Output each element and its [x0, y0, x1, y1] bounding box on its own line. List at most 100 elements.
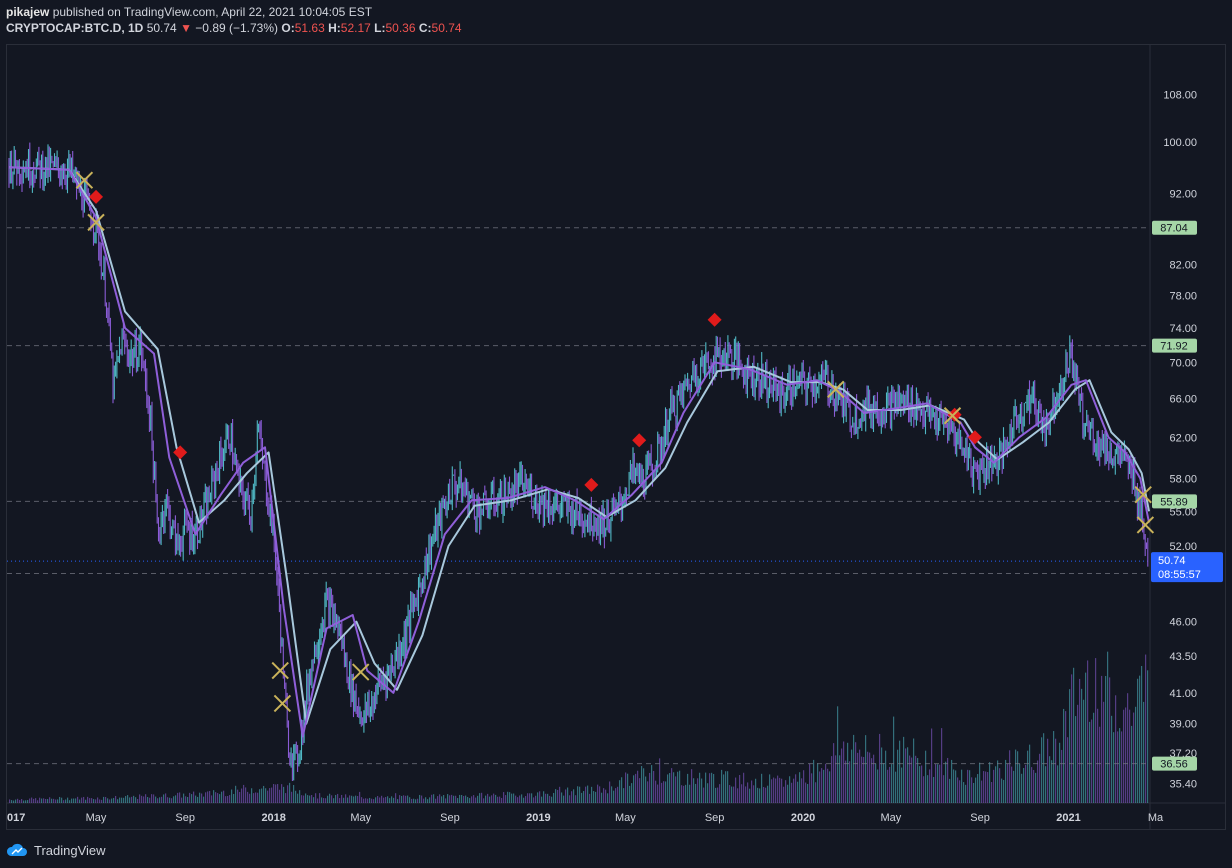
volume-bar: [251, 788, 253, 803]
volume-bar: [211, 795, 213, 803]
volume-bar: [371, 798, 373, 803]
volume-bar: [1039, 753, 1041, 803]
volume-bar: [517, 797, 519, 803]
volume-bar: [495, 794, 497, 803]
volume-bar: [1075, 716, 1077, 803]
volume-bar: [409, 797, 411, 803]
volume-bar: [1143, 701, 1145, 803]
x-tick-label: 2020: [791, 812, 815, 824]
volume-bar: [1041, 737, 1043, 803]
level-tag-label: 87.04: [1160, 223, 1188, 235]
volume-bar: [339, 798, 341, 803]
volume-bar: [137, 798, 139, 803]
volume-bar: [505, 795, 507, 803]
volume-bar: [835, 755, 837, 803]
volume-bar: [661, 782, 663, 803]
volume-bar: [1019, 763, 1021, 803]
volume-bar: [755, 778, 757, 803]
diamond-marker: [584, 477, 599, 492]
volume-bar: [525, 796, 527, 803]
volume-bar: [923, 776, 925, 803]
volume-bar: [601, 792, 603, 803]
chart-pane[interactable]: 108.00 100.00 92.00 82.00 78.00 74.00 70.00 66.…: [6, 44, 1226, 830]
slow-moving-average-line: [8, 166, 1150, 725]
volume-bar: [477, 795, 479, 803]
volume-bar: [1047, 738, 1049, 803]
volume-bar: [565, 789, 567, 803]
volume-bar: [859, 749, 861, 803]
volume-bar: [487, 793, 489, 803]
volume-bar: [679, 770, 681, 803]
volume-bar: [951, 759, 953, 803]
y-tick-label: 108.00: [1163, 89, 1197, 101]
volume-bar: [1123, 709, 1125, 803]
tradingview-logo-text[interactable]: TradingView: [34, 842, 106, 858]
volume-bar: [789, 776, 791, 803]
volume-bar: [1101, 675, 1103, 803]
volume-bar: [977, 774, 979, 803]
volume-bar: [369, 797, 371, 803]
volume-bar: [1091, 719, 1093, 803]
volume-bar: [63, 800, 65, 803]
volume-bar: [101, 799, 103, 803]
volume-bar: [791, 782, 793, 803]
volume-bar: [205, 792, 207, 803]
symbol-label[interactable]: CRYPTOCAP:BTC.D, 1D: [6, 21, 144, 35]
volume-bar: [883, 763, 885, 803]
volume-bar: [785, 780, 787, 803]
cross-marker: [1134, 485, 1152, 504]
volume-bar: [541, 796, 543, 803]
volume-bar: [301, 795, 303, 803]
volume-bar: [363, 798, 365, 803]
volume-bar: [97, 797, 99, 803]
volume-bar: [93, 799, 95, 803]
volume-bar: [869, 752, 871, 803]
open-label: O:: [281, 21, 295, 35]
volume-bar: [997, 760, 999, 803]
volume-bar: [167, 797, 169, 803]
volume-bar: [415, 799, 417, 803]
volume-bar: [285, 793, 287, 803]
volume-bar: [105, 796, 107, 803]
volume-bar: [475, 797, 477, 803]
volume-bar: [651, 765, 653, 803]
volume-bar: [703, 787, 705, 803]
volume-bar: [707, 783, 709, 803]
published-text: published on TradingView.com, April 22, …: [52, 5, 373, 19]
volume-bar: [647, 781, 649, 803]
volume-bar: [617, 786, 619, 803]
volume-bar: [131, 796, 133, 803]
volume-bar: [605, 789, 607, 803]
volume-bar: [181, 797, 183, 803]
volume-bar: [913, 738, 915, 803]
volume-bar: [283, 786, 285, 803]
volume-bar: [979, 762, 981, 803]
volume-bar: [1107, 651, 1109, 803]
y-tick-label: 70.00: [1169, 357, 1197, 369]
volume-bar: [69, 800, 71, 803]
volume-bar: [709, 773, 711, 803]
volume-bar: [705, 772, 707, 803]
volume-bar: [589, 793, 591, 803]
volume-bar: [1007, 763, 1009, 803]
volume-bar: [881, 747, 883, 803]
tradingview-cloud-icon: [6, 843, 27, 856]
volume-bar: [855, 742, 857, 803]
volume-bar: [543, 791, 545, 803]
volume-bar: [85, 799, 87, 803]
volume-bar: [767, 785, 769, 803]
volume-bar: [307, 795, 309, 803]
volume-bar: [355, 795, 357, 803]
volume-bar: [213, 790, 215, 803]
volume-bar: [719, 784, 721, 803]
volume-bar: [425, 797, 427, 803]
volume-bar: [235, 785, 237, 803]
price-chart[interactable]: 108.00 100.00 92.00 82.00 78.00 74.00 70.00 66.…: [7, 45, 1225, 829]
volume-bar: [669, 773, 671, 803]
volume-bar: [657, 784, 659, 803]
volume-bar: [871, 758, 873, 803]
volume-bar: [1081, 688, 1083, 803]
volume-bar: [429, 797, 431, 803]
author-name[interactable]: pikajew: [6, 5, 50, 19]
cross-marker: [271, 661, 289, 680]
